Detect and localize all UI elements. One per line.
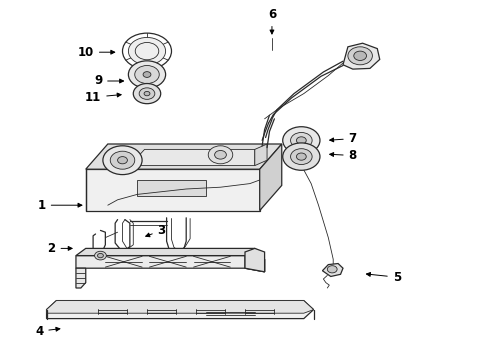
Circle shape	[139, 88, 155, 99]
Polygon shape	[47, 301, 314, 319]
Circle shape	[354, 51, 367, 60]
Circle shape	[291, 132, 312, 148]
Text: 10: 10	[77, 46, 115, 59]
Circle shape	[103, 146, 142, 175]
Polygon shape	[343, 43, 380, 69]
Polygon shape	[260, 144, 282, 211]
Polygon shape	[86, 144, 282, 169]
Circle shape	[143, 72, 151, 77]
Circle shape	[296, 153, 306, 160]
Text: 4: 4	[35, 325, 60, 338]
Polygon shape	[322, 264, 343, 276]
Circle shape	[208, 146, 233, 164]
Circle shape	[110, 151, 135, 169]
Text: 8: 8	[330, 149, 357, 162]
Polygon shape	[76, 268, 86, 288]
Polygon shape	[76, 256, 265, 272]
Text: 5: 5	[367, 271, 401, 284]
Text: 9: 9	[94, 75, 123, 87]
Polygon shape	[137, 180, 206, 196]
Circle shape	[144, 91, 150, 96]
Polygon shape	[86, 169, 260, 211]
Circle shape	[283, 143, 320, 170]
Text: 1: 1	[38, 199, 82, 212]
Circle shape	[291, 149, 312, 165]
Polygon shape	[255, 144, 267, 166]
Text: 11: 11	[85, 91, 121, 104]
Polygon shape	[76, 248, 265, 256]
Circle shape	[98, 253, 103, 258]
Text: 2: 2	[48, 242, 72, 255]
Text: 7: 7	[330, 132, 357, 145]
Circle shape	[133, 84, 161, 104]
Text: 6: 6	[268, 8, 276, 34]
Polygon shape	[47, 301, 314, 313]
Polygon shape	[130, 149, 255, 166]
Circle shape	[283, 127, 320, 154]
Circle shape	[296, 137, 306, 144]
Circle shape	[128, 61, 166, 88]
Circle shape	[95, 251, 106, 260]
Circle shape	[135, 66, 159, 84]
Circle shape	[118, 157, 127, 164]
Circle shape	[128, 37, 166, 65]
Circle shape	[215, 150, 226, 159]
Circle shape	[348, 47, 372, 65]
Circle shape	[327, 266, 337, 273]
Text: 3: 3	[146, 224, 166, 237]
Polygon shape	[245, 248, 265, 272]
Polygon shape	[245, 256, 265, 272]
